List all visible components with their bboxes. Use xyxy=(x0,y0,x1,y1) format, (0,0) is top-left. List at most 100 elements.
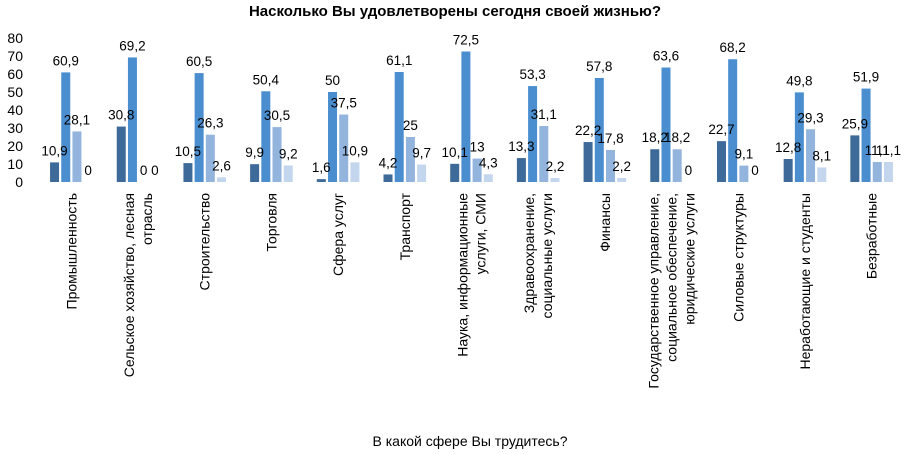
data-label: 26,3 xyxy=(197,116,223,131)
data-label: 10,9 xyxy=(342,143,368,158)
data-label: 29,3 xyxy=(797,110,823,125)
data-label: 1,6 xyxy=(312,160,331,175)
bar xyxy=(339,114,349,182)
data-label: 4,3 xyxy=(479,155,498,170)
bar xyxy=(516,158,526,182)
y-tick-label: 60 xyxy=(7,66,23,82)
data-label: 13 xyxy=(470,140,485,155)
data-label: 9,1 xyxy=(734,147,753,162)
category-label: Безработные xyxy=(864,193,880,279)
data-label: 57,8 xyxy=(586,59,612,74)
y-tick-label: 10 xyxy=(7,156,23,172)
bar xyxy=(394,72,404,182)
bar xyxy=(806,129,816,182)
bar xyxy=(872,162,882,182)
bar xyxy=(127,57,137,182)
bar xyxy=(272,127,282,182)
data-label: 68,2 xyxy=(720,40,746,55)
bar xyxy=(550,178,560,182)
bar xyxy=(328,92,338,182)
bar xyxy=(617,178,627,182)
y-tick-label: 40 xyxy=(7,102,23,118)
data-label: 61,1 xyxy=(386,53,412,68)
y-tick-label: 30 xyxy=(7,120,23,136)
bar xyxy=(817,167,827,182)
data-label: 17,8 xyxy=(597,131,623,146)
data-label: 49,8 xyxy=(786,73,812,88)
data-label: 11,1 xyxy=(865,143,890,158)
category-label: Наука, информационные xyxy=(455,193,471,357)
data-label: 10,5 xyxy=(175,144,201,159)
bar xyxy=(861,88,871,182)
category-label: Силовые структуры xyxy=(730,193,746,322)
bar xyxy=(483,174,493,182)
data-label: 4,2 xyxy=(379,155,398,170)
data-label: 72,5 xyxy=(453,33,479,48)
data-label: 13,3 xyxy=(508,139,534,154)
data-label: 9,7 xyxy=(412,146,431,161)
data-label: 31,1 xyxy=(531,107,557,122)
bar xyxy=(72,131,82,182)
bar xyxy=(472,158,482,182)
data-label: 37,5 xyxy=(331,96,357,111)
bar xyxy=(383,174,393,182)
data-label: 0 xyxy=(685,163,693,178)
bar xyxy=(405,137,415,182)
bar xyxy=(461,51,471,182)
bar xyxy=(417,164,427,182)
data-label: 53,3 xyxy=(519,67,545,82)
bar xyxy=(350,162,360,182)
category-label: Сельское хозяйство, лесная xyxy=(121,193,137,377)
category-label: Сфера услуг xyxy=(330,193,346,276)
data-label: 22,7 xyxy=(708,122,734,137)
category-label: социальные услуги xyxy=(539,193,555,318)
bar xyxy=(716,141,726,182)
bar xyxy=(183,163,193,182)
y-axis-ticks: 0 10 20 30 40 50 60 70 80 xyxy=(7,30,23,190)
bar xyxy=(739,165,749,182)
data-label: 2,6 xyxy=(212,158,231,173)
data-label: 18,2 xyxy=(664,130,690,145)
bar xyxy=(450,163,460,182)
category-label: Неработающие и студенты xyxy=(797,193,813,370)
category-label: Строительство xyxy=(197,193,213,291)
category-label: Транспорт xyxy=(397,192,413,260)
data-label: 69,2 xyxy=(119,38,145,53)
data-label: 30,5 xyxy=(264,108,290,123)
bar xyxy=(794,92,804,182)
y-tick-label: 20 xyxy=(7,138,23,154)
bar xyxy=(261,91,271,182)
data-label: 63,6 xyxy=(653,49,679,64)
bar xyxy=(728,59,738,182)
data-label: 51,9 xyxy=(853,70,879,85)
bar xyxy=(283,165,293,182)
data-label: 25,9 xyxy=(842,116,868,131)
category-labels: Промышленность Сельское хозяйство, лесная… xyxy=(63,192,879,388)
category-label: Промышленность xyxy=(63,193,79,309)
y-tick-label: 50 xyxy=(7,84,23,100)
data-label: 2,2 xyxy=(546,159,565,174)
data-label: 0 xyxy=(84,163,92,178)
bar xyxy=(605,149,615,182)
bar xyxy=(883,162,893,182)
bar xyxy=(194,73,204,182)
data-label: 18,2 xyxy=(642,130,668,145)
y-tick-label: 0 xyxy=(15,174,23,190)
bar xyxy=(250,164,260,182)
data-label: 30,8 xyxy=(108,108,134,123)
data-label: 60,9 xyxy=(53,53,79,68)
bar xyxy=(650,149,660,182)
data-label: 2,2 xyxy=(612,159,631,174)
bars xyxy=(50,51,893,182)
bar xyxy=(205,134,215,182)
bar xyxy=(116,126,126,182)
chart-title: Насколько Вы удовлетворены сегодня своей… xyxy=(249,3,661,20)
bar xyxy=(61,72,71,182)
bar xyxy=(661,67,671,182)
bar xyxy=(594,77,604,182)
data-label: 50 xyxy=(325,73,340,88)
bar xyxy=(217,177,227,182)
category-label: отрасль xyxy=(139,193,155,245)
